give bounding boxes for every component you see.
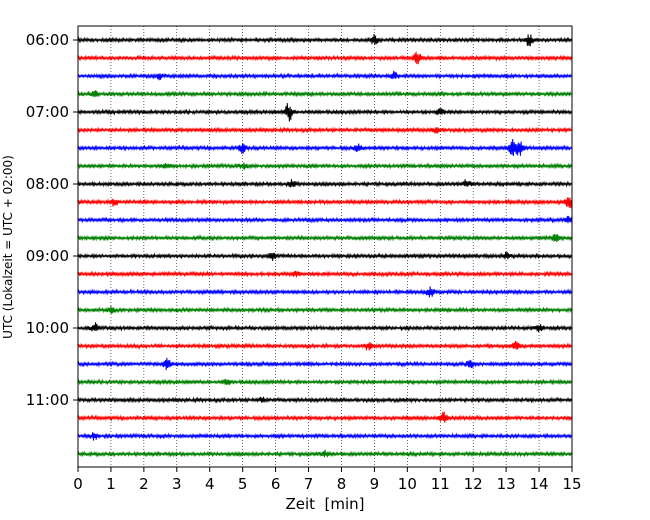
seismic-trace xyxy=(77,215,572,224)
seismic-trace xyxy=(77,162,572,170)
seismic-trace xyxy=(77,449,572,458)
x-tick-label: 15 xyxy=(562,475,581,493)
seismic-trace xyxy=(77,432,572,441)
seismic-trace xyxy=(77,139,572,157)
x-tick-label: 14 xyxy=(530,475,549,493)
seismic-trace xyxy=(77,126,572,134)
x-tick-label: 10 xyxy=(398,475,417,493)
y-tick-label: 07:00 xyxy=(26,103,69,121)
trace-group xyxy=(77,33,572,458)
x-tick-label: 1 xyxy=(106,475,116,493)
x-axis-label: Zeit [min] xyxy=(285,495,364,513)
x-tick-label: 9 xyxy=(370,475,380,493)
y-axis: 06:00 07:00 08:00 09:00 10:00 11:00 xyxy=(26,31,78,409)
y-tick-label: 06:00 xyxy=(26,31,69,49)
x-tick-label: 12 xyxy=(464,475,483,493)
seismic-trace xyxy=(77,340,572,351)
seismic-trace xyxy=(77,251,572,261)
seismic-trace xyxy=(77,70,572,81)
seismic-trace xyxy=(77,411,572,423)
x-tick-label: 5 xyxy=(238,475,248,493)
seismic-trace xyxy=(77,33,572,47)
x-tick-label: 11 xyxy=(431,475,450,493)
x-tick-label: 4 xyxy=(205,475,215,493)
seismic-trace xyxy=(77,396,572,404)
x-tick-label: 6 xyxy=(271,475,281,493)
x-tick-label: 8 xyxy=(337,475,347,493)
seismic-trace xyxy=(77,103,572,122)
seismic-trace xyxy=(77,90,572,98)
x-axis: 0 1 2 3 4 5 6 7 8 9 10 11 12 13 14 15 xyxy=(73,467,582,493)
x-tick-label: 7 xyxy=(304,475,314,493)
x-tick-label: 0 xyxy=(73,475,83,493)
x-tick-label: 13 xyxy=(497,475,516,493)
y-axis-label: UTC (Lokalzeit = UTC + 02:00) xyxy=(1,155,15,339)
seismic-trace xyxy=(77,286,572,298)
seismic-trace xyxy=(77,234,572,243)
plot-frame xyxy=(77,25,573,468)
x-tick-label: 3 xyxy=(172,475,182,493)
seismic-trace xyxy=(77,51,572,65)
seismic-trace xyxy=(77,378,572,386)
seismic-trace xyxy=(77,322,572,333)
x-tick-label: 2 xyxy=(139,475,149,493)
y-tick-label: 09:00 xyxy=(26,247,69,265)
seismic-trace xyxy=(77,357,572,371)
y-tick-label: 08:00 xyxy=(26,175,69,193)
y-tick-label: 11:00 xyxy=(26,391,69,409)
seismic-trace xyxy=(77,197,572,209)
seismic-trace xyxy=(77,270,572,278)
seismic-trace xyxy=(77,179,572,188)
y-tick-label: 10:00 xyxy=(26,319,69,337)
seismic-trace xyxy=(77,305,572,314)
